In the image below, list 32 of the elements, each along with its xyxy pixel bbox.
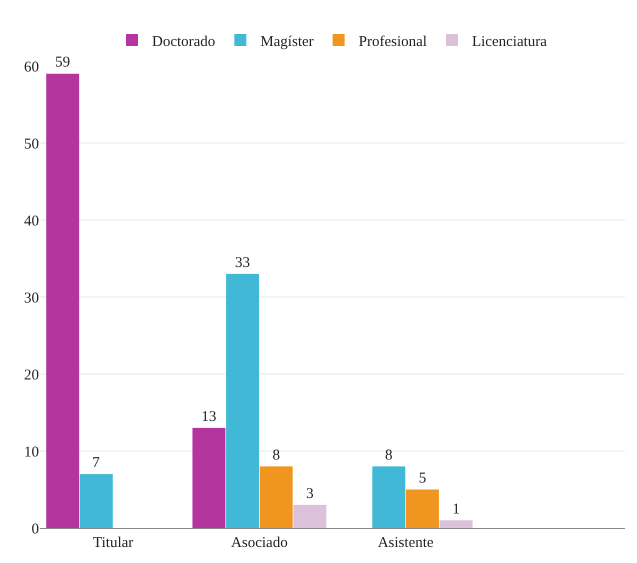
- x-tick-label: Asistente: [378, 535, 434, 551]
- y-tick-label: 20: [24, 367, 39, 384]
- data-label: 7: [92, 455, 100, 472]
- bar: [372, 466, 406, 528]
- y-tick-label: 50: [24, 136, 39, 152]
- y-tick-label: 60: [24, 59, 39, 76]
- bar: [406, 490, 439, 528]
- bar: [192, 428, 226, 528]
- x-tick-label: Asociado: [231, 535, 288, 551]
- bar: [46, 74, 80, 528]
- data-label: 13: [201, 408, 216, 425]
- legend-label: Doctorado: [152, 34, 216, 50]
- legend-label: Licenciatura: [472, 34, 548, 50]
- data-label: 3: [306, 486, 314, 502]
- y-tick-label: 30: [24, 290, 39, 306]
- bar: [260, 466, 293, 528]
- y-tick-label: 0: [32, 521, 39, 538]
- data-label: 8: [272, 447, 280, 464]
- data-label: 59: [55, 54, 70, 71]
- legend-label: Magíster: [260, 34, 314, 50]
- data-label: 1: [452, 501, 460, 518]
- legend-label: Profesional: [358, 34, 427, 50]
- data-label: 33: [235, 254, 250, 271]
- bar: [80, 474, 113, 528]
- x-tick-label: Titular: [92, 535, 134, 551]
- y-tick-label: 10: [24, 444, 39, 460]
- data-label: 8: [385, 447, 393, 464]
- y-tick-label: 40: [24, 213, 39, 230]
- data-label: 5: [418, 470, 426, 486]
- bar: [440, 520, 473, 528]
- bar: [226, 274, 260, 528]
- bar: [293, 504, 326, 528]
